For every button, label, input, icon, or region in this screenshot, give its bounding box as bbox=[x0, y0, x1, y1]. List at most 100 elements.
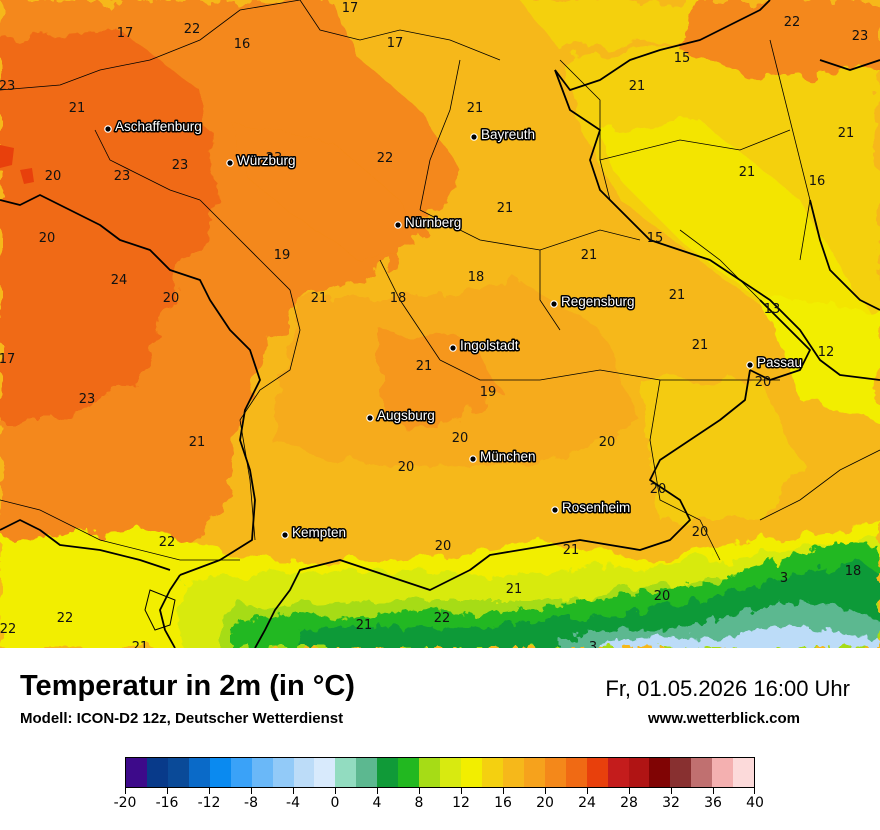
legend-swatch bbox=[398, 758, 420, 787]
legend-swatch bbox=[649, 758, 671, 787]
legend-tick bbox=[377, 788, 378, 794]
city-dot bbox=[104, 125, 112, 133]
temperature-value: 19 bbox=[480, 385, 497, 400]
temperature-value: 20 bbox=[435, 539, 452, 554]
temperature-value: 23 bbox=[852, 29, 869, 44]
temperature-value: 21 bbox=[563, 543, 580, 558]
city-label: Aschaffenburg bbox=[115, 119, 202, 134]
legend-swatch bbox=[314, 758, 336, 787]
temperature-value: 21 bbox=[581, 248, 598, 263]
temperature-value: 20 bbox=[163, 291, 180, 306]
temperature-value: 21 bbox=[692, 338, 709, 353]
hot-patch bbox=[20, 168, 34, 184]
temperature-value: 23 bbox=[79, 392, 96, 407]
legend-swatch bbox=[565, 758, 587, 787]
temperature-value: 20 bbox=[692, 525, 709, 540]
temperature-value: 21 bbox=[69, 101, 86, 116]
city-markers: Aschaffenburg Würzburg Bayreuth Nürnberg Reg… bbox=[104, 118, 804, 542]
legend-swatch bbox=[461, 758, 482, 787]
temperature-value: 20 bbox=[755, 375, 772, 390]
temperature-value: 21 bbox=[629, 79, 646, 94]
legend-tick-label: 24 bbox=[578, 795, 596, 811]
temperature-value: 21 bbox=[838, 126, 855, 141]
temperature-value: 12 bbox=[818, 345, 835, 360]
temperature-value: 21 bbox=[356, 618, 373, 633]
city-dot bbox=[550, 300, 558, 308]
temperature-labels: 17 22 16 17 17 15 22 23 21 23 21 21 23 20 23 23 22 21 16 21… bbox=[0, 1, 868, 648]
legend-tick bbox=[461, 788, 462, 794]
legend-swatch bbox=[335, 758, 357, 787]
temperature-value: 15 bbox=[647, 231, 664, 246]
footer: Temperatur in 2m (in °C) Modell: ICON-D2… bbox=[0, 648, 880, 830]
city-label: Passau bbox=[757, 355, 802, 370]
legend-swatch bbox=[419, 758, 441, 787]
temperature-value: 21 bbox=[497, 201, 514, 216]
temperature-value: 17 bbox=[117, 26, 134, 41]
temperature-value: 3 bbox=[780, 571, 788, 586]
legend-tick bbox=[209, 788, 210, 794]
legend-tick-label: 40 bbox=[746, 795, 764, 811]
legend-swatch bbox=[607, 758, 629, 787]
legend-tick bbox=[335, 788, 336, 794]
legend-tick-label: 4 bbox=[372, 795, 382, 811]
legend-ticks: -20 -16 -12 -8 -4 0 4 8 12 16 20 24 28 32 36 40 bbox=[114, 788, 764, 818]
city-dot bbox=[281, 531, 289, 539]
legend-swatch bbox=[251, 758, 273, 787]
legend-swatch bbox=[691, 758, 713, 787]
legend-tick-label: 36 bbox=[704, 795, 722, 811]
alpine-cold bbox=[230, 540, 880, 648]
temperature-value: 13 bbox=[764, 302, 781, 317]
temperature-value: 22 bbox=[0, 622, 16, 637]
legend-tick-label: 20 bbox=[536, 795, 554, 811]
legend-tick bbox=[587, 788, 588, 794]
model-info: Modell: ICON-D2 12z, Deutscher Wetterdie… bbox=[20, 710, 344, 727]
city-dot bbox=[746, 361, 754, 369]
legend-tick bbox=[125, 788, 126, 794]
legend-swatch bbox=[356, 758, 378, 787]
temperature-value: 22 bbox=[159, 535, 176, 550]
temperature-value: 18 bbox=[845, 564, 862, 579]
temperature-value: 22 bbox=[184, 22, 201, 37]
city-dot bbox=[551, 506, 559, 514]
state-borders bbox=[0, 0, 880, 648]
legend-swatch bbox=[712, 758, 734, 787]
temperature-value: 22 bbox=[434, 611, 451, 626]
temperature-value: 21 bbox=[416, 359, 433, 374]
legend-tick-label: 32 bbox=[662, 795, 680, 811]
city-dot bbox=[226, 159, 234, 167]
temperature-value: 21 bbox=[506, 582, 523, 597]
legend-swatch bbox=[544, 758, 566, 787]
legend-tick-label: 0 bbox=[330, 795, 340, 811]
legend-tick bbox=[503, 788, 504, 794]
temperature-value: 19 bbox=[274, 248, 291, 263]
district-borders bbox=[0, 0, 880, 561]
legend-tick bbox=[671, 788, 672, 794]
temperature-map[interactable]: 17 22 16 17 17 15 22 23 21 23 21 21 23 20 23 23 22 21 16 21… bbox=[0, 0, 880, 648]
website-label: www.wetterblick.com bbox=[648, 710, 800, 727]
temperature-value: 16 bbox=[234, 37, 251, 52]
legend-swatch bbox=[167, 758, 189, 787]
legend-tick-label: -4 bbox=[286, 795, 300, 811]
valid-datetime: Fr, 01.05.2026 16:00 Uhr bbox=[605, 676, 850, 701]
temperature-value: 17 bbox=[387, 36, 404, 51]
temperature-value: 3 bbox=[589, 640, 597, 648]
legend-swatch bbox=[523, 758, 545, 787]
city-label: Rosenheim bbox=[562, 500, 630, 515]
temperature-value: 23 bbox=[0, 79, 15, 94]
legend-swatch bbox=[586, 758, 608, 787]
legend-swatch bbox=[188, 758, 210, 787]
city-label: Kempten bbox=[292, 525, 346, 540]
legend-tick-label: -12 bbox=[197, 795, 221, 811]
legend-tick-label: -8 bbox=[244, 795, 258, 811]
temperature-value: 20 bbox=[39, 231, 56, 246]
temperature-value: 21 bbox=[132, 640, 149, 648]
legend-swatch bbox=[126, 758, 147, 787]
legend-swatch bbox=[209, 758, 231, 787]
temperature-value: 23 bbox=[114, 169, 131, 184]
map-title: Temperatur in 2m (in °C) bbox=[20, 670, 355, 702]
temperature-value: 20 bbox=[654, 589, 671, 604]
temperature-value: 23 bbox=[172, 158, 189, 173]
color-legend bbox=[125, 757, 755, 788]
temperature-value: 24 bbox=[111, 273, 128, 288]
hot-patch bbox=[0, 145, 14, 168]
